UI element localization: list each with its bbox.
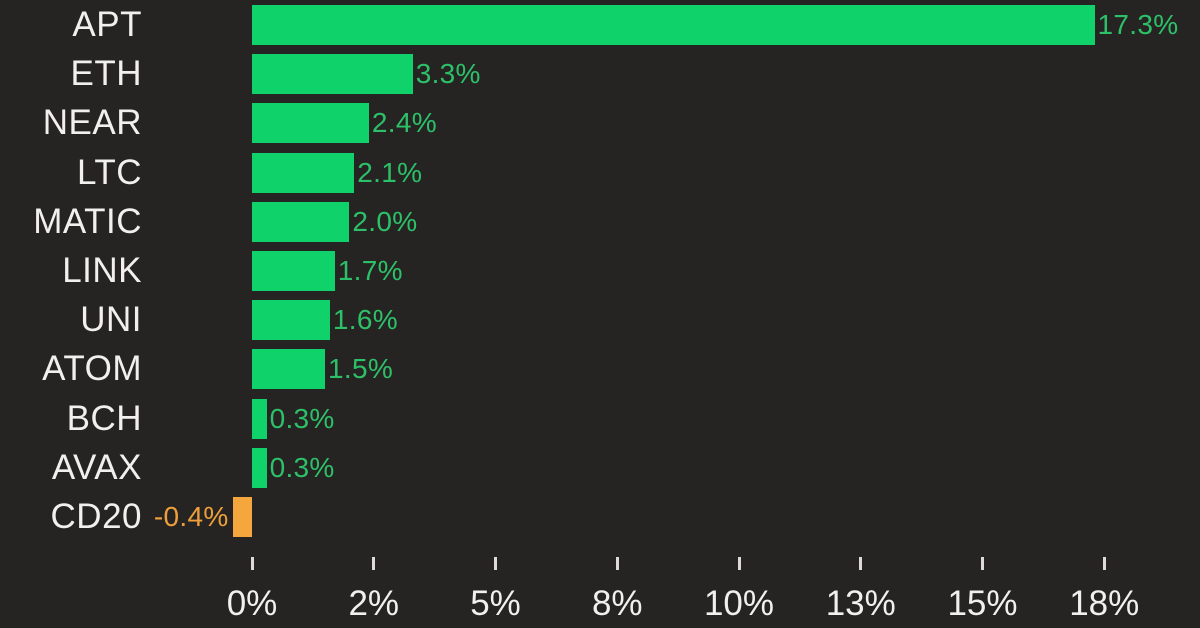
- value-label-atom: 1.5%: [328, 353, 394, 385]
- bar-avax: [252, 447, 267, 488]
- axis-tick-label: 10%: [703, 584, 775, 623]
- axis-tick-mark: [737, 557, 741, 570]
- value-label-apt: 17.3%: [1097, 9, 1179, 40]
- bar-ltc: [252, 152, 355, 193]
- axis-tick-label: 0%: [226, 584, 278, 623]
- value-label-ltc: 2.1%: [357, 156, 423, 188]
- category-label-uni: UNI: [80, 300, 142, 340]
- axis-tick-label: 13%: [825, 584, 896, 623]
- axis-tick-mark: [859, 557, 863, 570]
- category-label-near: NEAR: [42, 103, 142, 143]
- axis-tick-mark: [615, 557, 619, 570]
- axis-tick-label: 18%: [1069, 584, 1140, 623]
- axis-tick-mark: [981, 557, 984, 570]
- axis-tick-mark: [250, 557, 254, 570]
- bar-uni: [252, 300, 330, 341]
- bar-link: [252, 251, 335, 291]
- value-label-avax: 0.3%: [269, 451, 335, 483]
- axis-tick-label: 2%: [348, 584, 400, 623]
- category-label-link: LINK: [62, 251, 142, 290]
- value-label-link: 1.7%: [337, 255, 403, 286]
- category-label-eth: ETH: [70, 54, 142, 94]
- value-label-matic: 2.0%: [352, 205, 418, 237]
- category-label-atom: ATOM: [42, 349, 142, 389]
- bar-bch: [252, 398, 267, 439]
- bar-eth: [252, 54, 413, 95]
- bar-cd20: [232, 497, 252, 537]
- value-label-eth: 3.3%: [415, 58, 481, 90]
- axis-tick-label: 15%: [947, 584, 1018, 623]
- axis-tick-mark: [372, 557, 376, 570]
- value-label-near: 2.4%: [371, 107, 437, 139]
- bar-atom: [252, 349, 326, 390]
- category-label-cd20: CD20: [50, 497, 142, 536]
- axis-tick-label: 5%: [470, 584, 521, 623]
- axis-tick-mark: [1102, 557, 1106, 570]
- axis-tick-label: 8%: [591, 584, 643, 623]
- category-label-bch: BCH: [66, 398, 142, 438]
- bar-apt: [252, 5, 1095, 45]
- category-label-apt: APT: [72, 5, 142, 44]
- category-label-avax: AVAX: [51, 447, 142, 487]
- category-label-ltc: LTC: [76, 152, 142, 192]
- category-label-matic: MATIC: [33, 201, 142, 241]
- value-label-bch: 0.3%: [269, 402, 335, 434]
- value-label-uni: 1.6%: [332, 304, 398, 336]
- axis-tick-mark: [494, 557, 497, 570]
- bar-matic: [252, 201, 350, 242]
- bar-near: [252, 103, 369, 144]
- value-label-cd20: -0.4%: [153, 501, 229, 532]
